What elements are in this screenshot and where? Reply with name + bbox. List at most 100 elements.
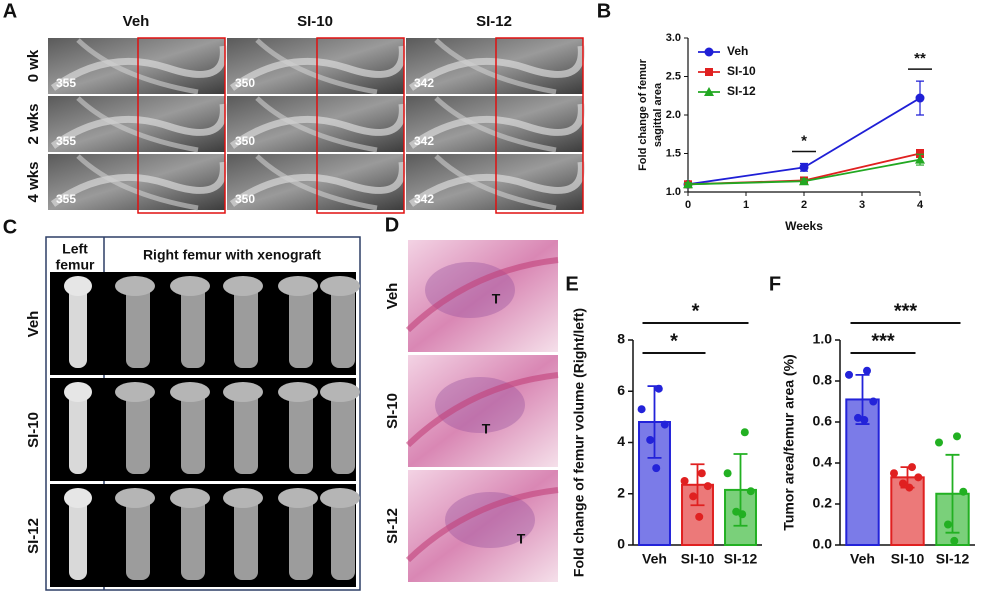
data-point (732, 507, 741, 516)
data-point (654, 384, 663, 393)
femur-head (223, 488, 263, 508)
femur-head (115, 276, 155, 296)
femur (126, 386, 150, 474)
marker (916, 149, 924, 158)
panel-label: B (597, 0, 611, 22)
row-label: SI-12 (25, 518, 42, 554)
femur-head (115, 488, 155, 508)
femur-head (64, 488, 92, 508)
x-tick-label: 1 (743, 199, 749, 211)
xray-image (406, 38, 583, 94)
xray-image (406, 96, 583, 152)
data-point (899, 479, 907, 488)
tumor-label: T (517, 531, 526, 547)
data-point (738, 510, 747, 519)
bone (76, 96, 199, 153)
y-axis-label: sagittal area (652, 82, 664, 147)
data-point (652, 464, 661, 473)
xray-image (48, 38, 225, 94)
data-point (695, 512, 704, 521)
x-tick-label: 2 (801, 199, 807, 211)
femur (234, 492, 258, 580)
significance-label: *** (894, 300, 918, 322)
y-tick-label: 0.6 (813, 413, 833, 429)
row-label: Veh (25, 311, 42, 338)
panel-frame (45, 236, 361, 591)
femur (69, 280, 87, 368)
data-point (869, 397, 878, 406)
x-tick-label: SI-12 (936, 551, 970, 567)
bone (229, 103, 406, 149)
tumor-label: T (482, 421, 491, 437)
data-point (723, 469, 732, 478)
femur-head (223, 382, 263, 402)
data-point (680, 476, 689, 485)
x-tick-label: SI-10 (891, 551, 925, 567)
xray-image (227, 38, 404, 94)
femur (331, 280, 355, 368)
marker (683, 179, 693, 189)
significance-label: ** (914, 50, 926, 67)
bone (255, 154, 378, 211)
femur-head (64, 276, 92, 296)
significance-label: *** (871, 330, 895, 352)
row-label: SI-10 (384, 393, 401, 429)
xray-image (406, 154, 583, 210)
significance-label: * (692, 300, 700, 322)
data-point (890, 469, 898, 478)
xray-image (227, 154, 404, 210)
y-tick-label: 1.0 (666, 186, 681, 198)
row-label: 2 wks (25, 104, 42, 145)
femur (289, 492, 313, 580)
y-tick-label: 4 (617, 433, 625, 449)
y-tick-label: 3.0 (666, 32, 681, 44)
y-tick-label: 2.5 (666, 70, 681, 82)
panel-label: D (385, 214, 399, 236)
error-bar (945, 453, 960, 534)
y-tick-label: 6 (617, 382, 625, 398)
femur-head (115, 382, 155, 402)
tissue (435, 377, 525, 433)
femur-head (278, 488, 318, 508)
histology-image (408, 355, 558, 467)
femur-head (320, 382, 360, 402)
data-point (746, 487, 755, 496)
data-point (953, 432, 961, 441)
panel-label: C (3, 216, 17, 238)
data-point (740, 428, 749, 437)
specimen-id: 355 (56, 76, 76, 90)
panel-label: A (3, 0, 17, 22)
marker (799, 162, 809, 172)
femur-head (170, 276, 210, 296)
bone (255, 96, 378, 153)
femur (69, 492, 87, 580)
tissue-edge (405, 372, 559, 448)
significance-label: * (670, 330, 678, 352)
tumor-label: T (492, 291, 501, 307)
femur (181, 280, 205, 368)
column-header: Veh (123, 13, 150, 30)
y-tick-label: 2 (617, 484, 625, 500)
legend-marker (704, 47, 714, 57)
y-tick-label: 8 (617, 331, 625, 347)
legend-label: Veh (727, 44, 748, 58)
data-point (860, 415, 869, 424)
femur (126, 280, 150, 368)
legend-marker (704, 87, 714, 96)
x-tick-label: Veh (642, 551, 667, 567)
significance-label: * (801, 132, 807, 149)
panel-label: E (565, 273, 578, 295)
bone (76, 38, 199, 95)
data-point (646, 435, 655, 444)
data-point (697, 469, 706, 478)
bone (408, 103, 585, 149)
specimen-id: 355 (56, 134, 76, 148)
specimen-id: 350 (235, 134, 255, 148)
femur (234, 280, 258, 368)
x-tick-label: SI-10 (681, 551, 715, 567)
femur-head (320, 276, 360, 296)
data-point (905, 483, 914, 492)
data-point (854, 413, 862, 422)
bone (50, 161, 227, 207)
